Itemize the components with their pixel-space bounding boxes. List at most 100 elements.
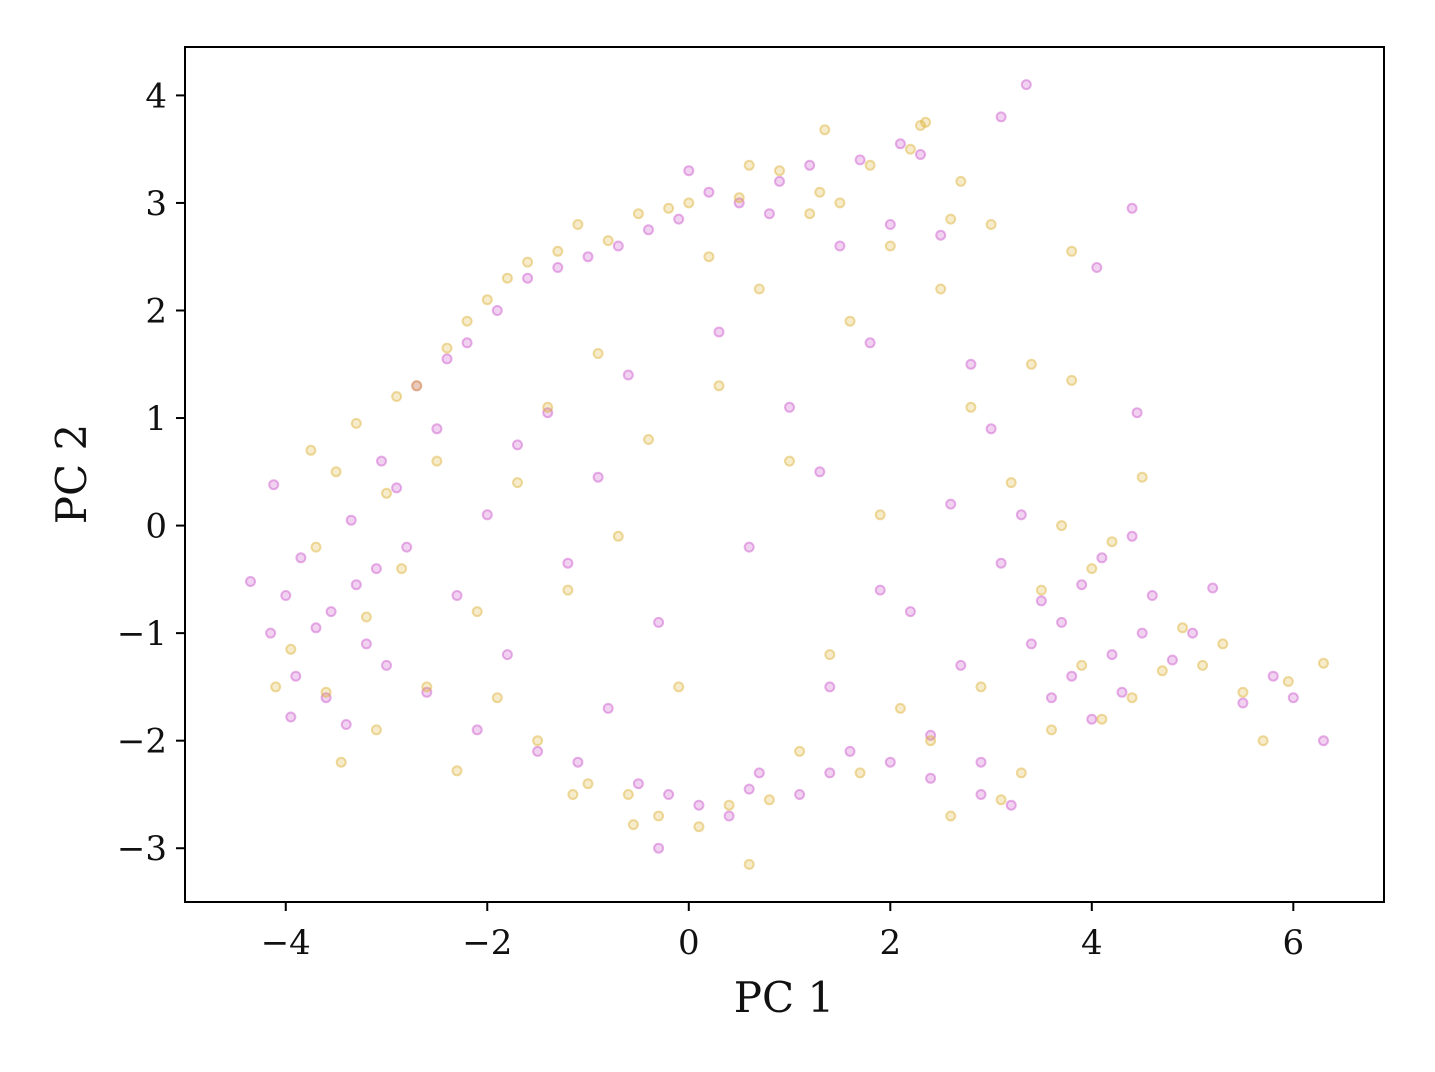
scatter-point-s1 [1126, 692, 1138, 704]
scatter-point-s1 [1318, 657, 1329, 669]
scatter-point-s1 [512, 477, 523, 489]
points-layer [245, 79, 1329, 870]
scatter-point-s0 [1096, 552, 1108, 564]
scatter-point-s0 [1106, 649, 1118, 661]
scatter-point-s0 [552, 262, 564, 273]
scatter-point-s1 [330, 466, 342, 478]
scatter-point-s0 [935, 229, 947, 241]
scatter-point-s1 [1136, 471, 1148, 483]
scatter-point-s0 [975, 756, 987, 768]
scatter-point-s0 [925, 772, 937, 784]
scatter-point-s1 [1156, 665, 1168, 677]
scatter-point-s0 [1187, 627, 1199, 639]
scatter-point-s0 [491, 305, 503, 316]
scatter-point-s1 [501, 272, 513, 284]
scatter-point-s0 [1020, 79, 1032, 91]
scatter-point-s1 [522, 256, 534, 268]
scatter-point-s1 [582, 778, 594, 790]
scatter-point-s1 [945, 810, 957, 822]
y-tick-label: 4 [145, 76, 167, 116]
scatter-point-s1 [703, 251, 715, 263]
scatter-point-s1 [753, 283, 765, 295]
scatter-point-s0 [1131, 407, 1143, 419]
scatter-point-s0 [653, 842, 665, 854]
scatter-point-s0 [1015, 509, 1027, 521]
scatter-point-s1 [1086, 563, 1098, 575]
plot-frame [184, 46, 1385, 903]
scatter-point-s0 [285, 711, 297, 723]
scatter-point-s0 [320, 692, 332, 704]
scatter-point-s0 [268, 479, 280, 491]
scatter-point-s0 [295, 552, 307, 564]
scatter-point-s1 [622, 789, 634, 800]
scatter-point-s0 [854, 154, 866, 166]
scatter-point-s0 [1318, 735, 1329, 747]
x-tick-label: 4 [1081, 923, 1103, 963]
scatter-point-s0 [562, 557, 574, 569]
scatter-point-s0 [844, 745, 856, 757]
scatter-point-s1 [305, 444, 317, 456]
scatter-point-s0 [421, 686, 433, 698]
scatter-point-s0 [1066, 670, 1078, 682]
scatter-point-s1 [335, 756, 347, 768]
scatter-point-s0 [1025, 638, 1037, 650]
scatter-point-s0 [1126, 530, 1138, 542]
scatter-point-s1 [693, 821, 705, 833]
scatter-point-s0 [814, 466, 826, 478]
scatter-point-s1 [1177, 622, 1188, 634]
scatter-point-s0 [945, 498, 957, 510]
x-tick-label: −2 [462, 923, 512, 963]
scatter-point-s1 [784, 455, 795, 467]
scatter-point-s1 [461, 315, 473, 327]
scatter-point-s0 [542, 407, 554, 419]
scatter-point-s0 [733, 197, 745, 209]
scatter-point-s0 [904, 606, 916, 618]
scatter-point-s0 [995, 557, 1007, 569]
scatter-point-s1 [894, 702, 906, 714]
scatter-point-s1 [1046, 724, 1057, 736]
scatter-point-s1 [733, 192, 745, 204]
scatter-point-s0 [1076, 579, 1088, 591]
scatter-point-s0 [794, 789, 806, 800]
scatter-point-s1 [955, 175, 967, 187]
scatter-point-s0 [1146, 590, 1158, 601]
scatter-point-s0 [824, 681, 836, 693]
scatter-point-s0 [582, 251, 594, 263]
scatter-point-s0 [834, 240, 846, 252]
scatter-point-s1 [1217, 638, 1229, 650]
scatter-point-s0 [461, 337, 473, 349]
y-axis-title: PC 2 [47, 424, 96, 524]
scatter-point-s0 [411, 380, 423, 392]
scatter-point-s0 [985, 423, 997, 435]
y-tick-label: −2 [117, 722, 167, 762]
scatter-point-s1 [743, 858, 755, 870]
x-axis: −4 −2 0 2 4 6 [261, 902, 1304, 963]
scatter-point-s1 [1066, 374, 1078, 386]
scatter-point-s1 [945, 213, 957, 225]
scatter-point-s1 [864, 159, 876, 171]
scatter-point-s1 [935, 283, 947, 295]
scatter-point-s0 [265, 627, 277, 639]
scatter-point-s0 [643, 224, 654, 236]
scatter-point-s0 [1086, 713, 1098, 725]
scatter-point-s0 [481, 509, 493, 521]
scatter-point-s0 [763, 208, 775, 220]
scatter-point-s1 [814, 186, 826, 198]
scatter-point-s0 [1126, 202, 1138, 214]
scatter-point-s0 [501, 649, 513, 661]
scatter-point-s1 [632, 208, 644, 220]
scatter-point-s1 [572, 219, 584, 230]
scatter-point-s1 [421, 681, 433, 693]
scatter-point-s0 [376, 455, 387, 467]
scatter-point-s1 [1282, 676, 1294, 687]
scatter-point-s0 [703, 186, 715, 198]
scatter-point-s1 [411, 380, 423, 392]
scatter-point-s1 [985, 219, 997, 230]
scatter-point-s1 [471, 606, 483, 618]
scatter-point-s0 [743, 541, 755, 553]
scatter-point-s1 [350, 417, 362, 429]
scatter-point-s1 [653, 810, 665, 822]
scatter-point-s0 [874, 584, 886, 596]
scatter-point-s0 [280, 590, 292, 601]
